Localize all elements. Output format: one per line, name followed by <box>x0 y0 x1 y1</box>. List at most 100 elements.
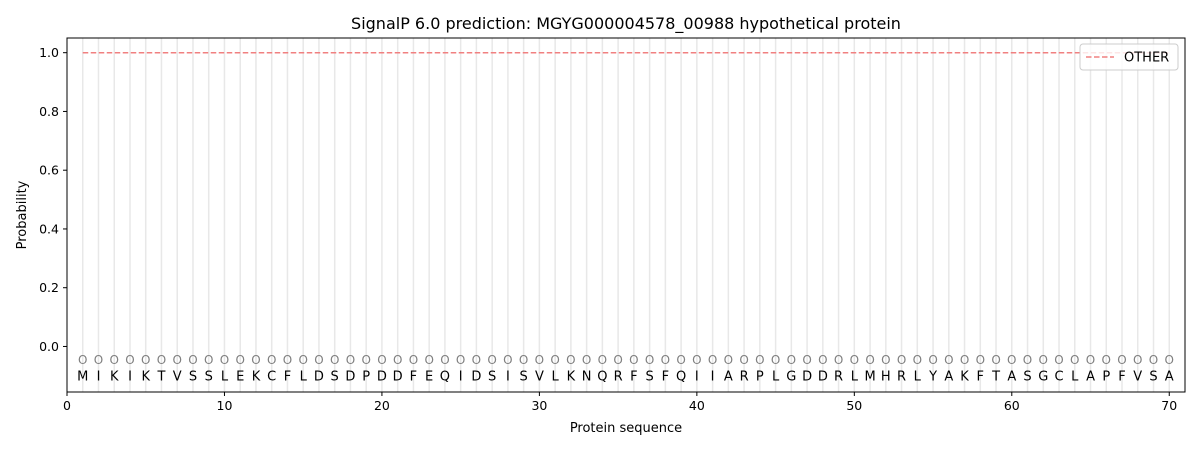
residue-label: F <box>284 369 291 384</box>
region-label: O <box>94 353 103 367</box>
residue-label: P <box>756 369 764 384</box>
region-label: O <box>960 353 969 367</box>
y-tick-label: 0.4 <box>39 221 59 236</box>
x-tick-label: 10 <box>217 398 233 413</box>
residue-label: M <box>77 369 88 384</box>
region-label: O <box>346 353 355 367</box>
residue-label: I <box>711 369 715 384</box>
region-label: O <box>267 353 276 367</box>
residue-label: S <box>1023 369 1031 384</box>
region-label: O <box>235 353 244 367</box>
region-label: O <box>141 353 150 367</box>
region-label: O <box>1165 353 1174 367</box>
x-tick-label: 20 <box>374 398 390 413</box>
region-label: O <box>1023 353 1032 367</box>
region-label: O <box>566 353 575 367</box>
region-label: O <box>157 353 166 367</box>
region-label: O <box>1039 353 1048 367</box>
region-label: O <box>1086 353 1095 367</box>
residue-label: D <box>818 369 828 384</box>
region-label: O <box>1070 353 1079 367</box>
region-label: O <box>897 353 906 367</box>
region-label: O <box>298 353 307 367</box>
residue-label: Y <box>928 369 937 384</box>
region-label: O <box>802 353 811 367</box>
residue-label: L <box>914 369 922 384</box>
residue-label: F <box>410 369 417 384</box>
region-label: O <box>676 353 685 367</box>
residue-label: F <box>1118 369 1125 384</box>
x-axis-label: Protein sequence <box>570 421 682 436</box>
residue-label: S <box>331 369 339 384</box>
region-label: O <box>944 353 953 367</box>
region-label: O <box>393 353 402 367</box>
residue-label: I <box>128 369 132 384</box>
region-label: O <box>865 353 874 367</box>
residue-label: M <box>864 369 875 384</box>
residue-label: K <box>141 369 150 384</box>
residue-label: N <box>582 369 592 384</box>
legend-label-other: OTHER <box>1124 51 1169 66</box>
region-label: O <box>1133 353 1142 367</box>
region-label: O <box>424 353 433 367</box>
region-label: O <box>1054 353 1063 367</box>
residue-label: V <box>173 369 182 384</box>
residue-label: L <box>300 369 308 384</box>
residue-label: I <box>459 369 463 384</box>
residue-label: I <box>506 369 510 384</box>
residue-label: P <box>362 369 370 384</box>
x-tick-label: 30 <box>531 398 547 413</box>
residue-label: V <box>535 369 544 384</box>
y-tick-label: 0.8 <box>39 104 59 119</box>
residue-label: D <box>471 369 481 384</box>
residue-marks: OMOIOKOIOKOTOVOSOSOLOEOKOCOFOLODOSODOPOD… <box>77 353 1174 384</box>
residue-label: T <box>157 369 166 384</box>
residue-label: K <box>567 369 576 384</box>
residue-label: D <box>345 369 355 384</box>
region-label: O <box>928 353 937 367</box>
residue-label: S <box>205 369 213 384</box>
region-label: O <box>283 353 292 367</box>
residue-label: R <box>614 369 623 384</box>
region-label: O <box>440 353 449 367</box>
residue-label: H <box>881 369 891 384</box>
region-label: O <box>771 353 780 367</box>
region-label: O <box>739 353 748 367</box>
region-label: O <box>456 353 465 367</box>
residue-label: Q <box>440 369 450 384</box>
residue-label: D <box>314 369 324 384</box>
region-label: O <box>1117 353 1126 367</box>
residue-label: F <box>630 369 637 384</box>
y-tick-label: 0.6 <box>39 163 59 178</box>
residue-label: E <box>236 369 244 384</box>
residue-label: R <box>834 369 843 384</box>
residue-label: S <box>1149 369 1157 384</box>
region-label: O <box>976 353 985 367</box>
residue-label: T <box>991 369 1000 384</box>
region-label: O <box>724 353 733 367</box>
region-label: O <box>377 353 386 367</box>
region-label: O <box>519 353 528 367</box>
residue-label: Q <box>597 369 607 384</box>
region-label: O <box>314 353 323 367</box>
residue-label: G <box>1038 369 1048 384</box>
x-tick-label: 70 <box>1161 398 1177 413</box>
region-label: O <box>755 353 764 367</box>
region-label: O <box>361 353 370 367</box>
legend-box <box>1079 43 1179 71</box>
region-label: O <box>503 353 512 367</box>
region-label: O <box>645 353 654 367</box>
region-label: O <box>204 353 213 367</box>
region-label: O <box>1149 353 1158 367</box>
residue-label: A <box>1165 369 1174 384</box>
y-tick-label: 0.2 <box>39 280 59 295</box>
region-label: O <box>913 353 922 367</box>
region-label: O <box>1007 353 1016 367</box>
residue-label: S <box>488 369 496 384</box>
residue-label: A <box>1007 369 1016 384</box>
region-label: O <box>188 353 197 367</box>
region-label: O <box>613 353 622 367</box>
legend: OTHER <box>1079 43 1179 71</box>
x-tick-label: 60 <box>1004 398 1020 413</box>
residue-grid <box>81 38 1171 392</box>
